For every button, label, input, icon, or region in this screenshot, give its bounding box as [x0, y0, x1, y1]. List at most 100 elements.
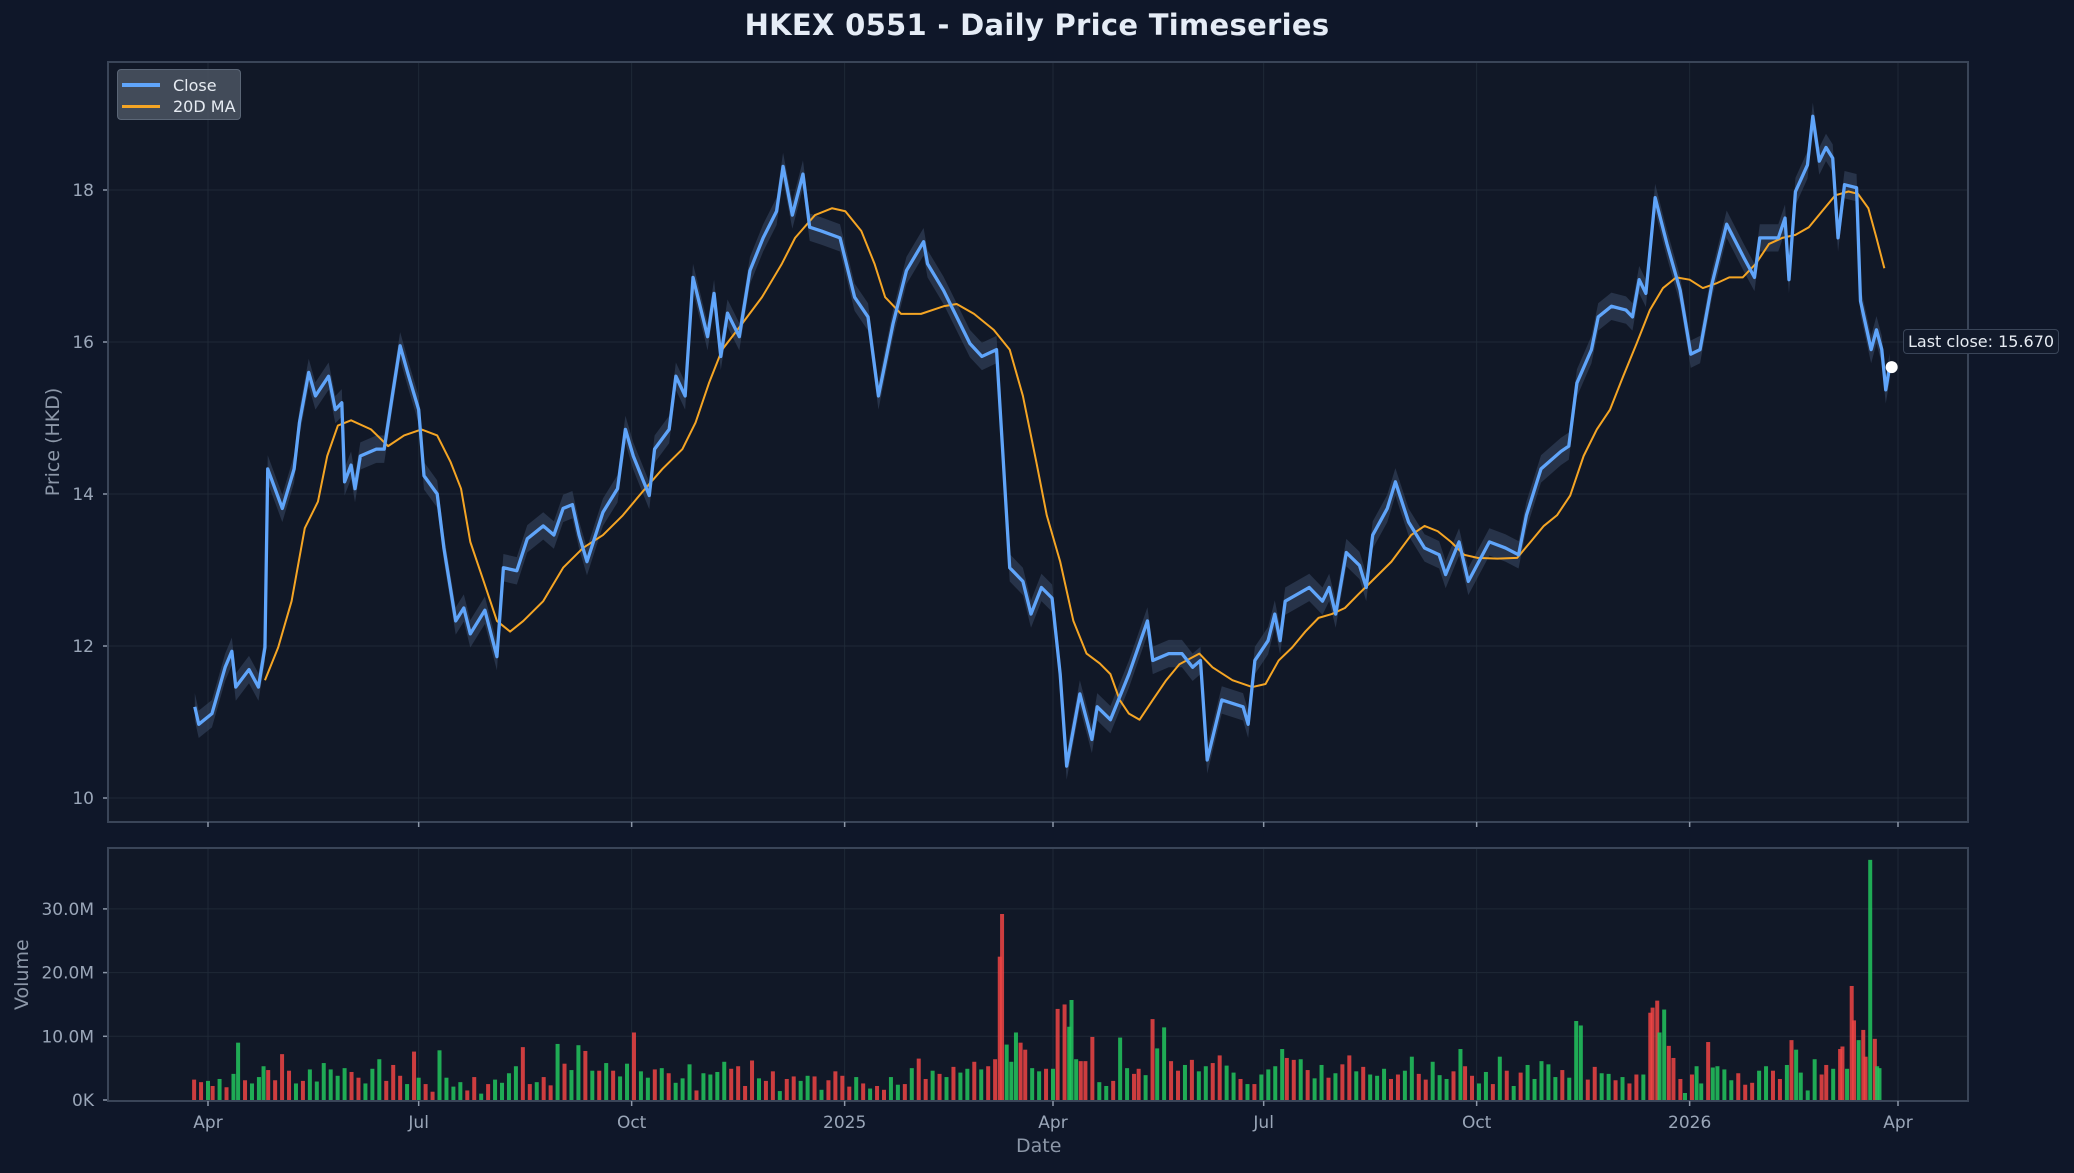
volume-bar: [1305, 1070, 1310, 1100]
volume-bar: [1872, 1038, 1877, 1100]
volume-bar: [472, 1077, 477, 1100]
volume-bar: [1849, 985, 1854, 1100]
volume-bar: [1444, 1078, 1449, 1100]
volume-bar: [527, 1084, 532, 1100]
x-tick-label: 2026: [1668, 1113, 1711, 1133]
volume-bar: [1627, 1083, 1632, 1100]
volume-bar: [1347, 1055, 1352, 1100]
volume-bar: [1458, 1049, 1463, 1100]
volume-bar: [1409, 1056, 1414, 1100]
volume-bar: [1875, 1066, 1880, 1100]
volume-bar: [687, 1064, 692, 1100]
volume-bar: [743, 1085, 748, 1100]
x-tick-label: Apr: [1883, 1113, 1912, 1133]
volume-bar: [937, 1073, 942, 1100]
volume-bar: [1259, 1074, 1264, 1100]
volume-bar: [217, 1078, 222, 1100]
volume-bar: [416, 1077, 421, 1100]
volume-bar: [1794, 1049, 1799, 1100]
volume-bar: [1044, 1068, 1049, 1100]
volume-bar: [1574, 1021, 1579, 1100]
volume-bar: [465, 1090, 470, 1100]
volume-bar: [1838, 1049, 1843, 1100]
volume-bar: [979, 1069, 984, 1100]
volume-bar: [391, 1064, 396, 1100]
volume-bar: [1567, 1077, 1572, 1100]
volume-panel: 0K 10.0M 20.0M 30.0M: [41, 847, 1969, 1111]
volume-bar: [1606, 1073, 1611, 1100]
volume-bar: [569, 1070, 574, 1100]
volume-bar: [576, 1045, 581, 1100]
volume-bar: [1402, 1070, 1407, 1100]
volume-bar: [513, 1066, 518, 1100]
legend: Close 20D MA: [117, 69, 241, 120]
volume-bar: [902, 1084, 907, 1100]
volume-bar: [673, 1082, 678, 1100]
volume-bar: [868, 1088, 873, 1100]
volume-bar: [1023, 1049, 1028, 1100]
volume-y-tick-label: 10.0M: [41, 1027, 94, 1047]
volume-bar: [1671, 1057, 1676, 1100]
volume-bar: [715, 1071, 720, 1100]
volume-bar: [1789, 1040, 1794, 1100]
volume-bar: [405, 1084, 410, 1100]
volume-bar: [280, 1054, 285, 1100]
volume-bar: [328, 1069, 333, 1100]
x-tick-label: Oct: [617, 1113, 647, 1133]
volume-bar: [1437, 1075, 1442, 1100]
volume-bar: [1463, 1066, 1468, 1100]
x-axis: Apr Jul Oct 2025 Apr Jul Oct 2026 Apr: [193, 822, 1913, 1133]
volume-bar: [256, 1077, 261, 1100]
volume-bar: [1476, 1083, 1481, 1100]
volume-bar: [1764, 1066, 1769, 1100]
volume-bar: [1805, 1090, 1810, 1100]
volume-bar: [1333, 1073, 1338, 1100]
volume-bar: [1613, 1080, 1618, 1100]
volume-bar: [1470, 1075, 1475, 1100]
volume-bar: [798, 1080, 803, 1100]
volume-bar: [273, 1080, 278, 1100]
volume-bar: [335, 1075, 340, 1100]
price-panel: 10 12 14 16 18: [72, 61, 1969, 823]
volume-bar: [1217, 1055, 1222, 1100]
volume-bar: [1483, 1071, 1488, 1100]
volume-bar: [1620, 1077, 1625, 1100]
volume-bar: [1699, 1083, 1704, 1100]
volume-bar: [861, 1083, 866, 1100]
volume-bar: [1361, 1066, 1366, 1100]
volume-bar: [1750, 1082, 1755, 1100]
volume-bar: [888, 1077, 893, 1100]
volume-bar: [1395, 1074, 1400, 1100]
volume-bar: [729, 1068, 734, 1100]
volume-bar: [1000, 913, 1005, 1100]
volume-bar: [1018, 1042, 1023, 1100]
legend-item-close: Close: [122, 75, 217, 95]
volume-bar: [986, 1066, 991, 1100]
volume-bar: [444, 1077, 449, 1100]
volume-bar: [1132, 1073, 1137, 1100]
volume-bar: [701, 1073, 706, 1100]
price-y-tick-label: 14: [72, 485, 94, 505]
legend-close-label: Close: [173, 75, 217, 95]
x-tick-label: 2025: [823, 1113, 866, 1133]
volume-bar: [548, 1085, 553, 1100]
volume-bar: [618, 1076, 623, 1100]
volume-bar: [1678, 1078, 1683, 1100]
volume-bar: [1812, 1059, 1817, 1100]
volume-bar: [1196, 1071, 1201, 1100]
volume-bar: [909, 1068, 914, 1100]
x-tick-label: Jul: [407, 1113, 429, 1133]
volume-bar: [1819, 1074, 1824, 1100]
volume-bar: [1055, 1008, 1060, 1100]
volume-bar: [1546, 1064, 1551, 1100]
volume-bar: [423, 1084, 428, 1100]
volume-bar: [1090, 1036, 1095, 1100]
volume-bar: [965, 1068, 970, 1100]
volume-bar: [1662, 1009, 1667, 1100]
volume-bar: [1368, 1074, 1373, 1100]
volume-bar: [1868, 859, 1873, 1100]
volume-bar: [847, 1086, 852, 1100]
volume-bar: [895, 1084, 900, 1100]
volume-bar: [1798, 1072, 1803, 1100]
volume-y-axis-label: Volume: [11, 939, 33, 1010]
